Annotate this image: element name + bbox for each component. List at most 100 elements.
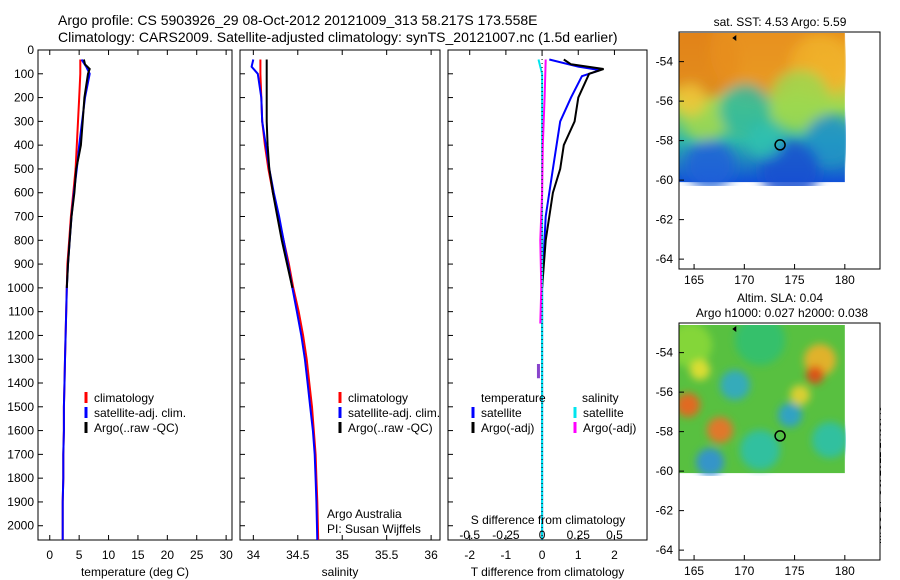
- profile-panel-3: -2 -1 0 1 2 T difference from climatology -0.5…: [447, 49, 648, 579]
- legend-label: Argo(-adj): [583, 421, 636, 435]
- sla-feature: [812, 422, 846, 458]
- x-axis-label: T difference from climatology: [471, 565, 625, 579]
- y-tick-label: 800: [14, 233, 34, 247]
- figure-title-line2: Climatology: CARS2009. Satellite-adjuste…: [58, 29, 618, 45]
- map-y-tick-label: -56: [656, 94, 674, 108]
- profile-panel-2: 34 34.5 35 35.5 36 salinity climatologysatelli…: [239, 49, 441, 579]
- plot-frame: [447, 49, 648, 541]
- map-x-tick-label: 180: [835, 564, 855, 578]
- map-y-tick-label: -60: [656, 464, 674, 478]
- map-tiny-marker: [732, 326, 737, 332]
- y-tick-label: 900: [14, 257, 34, 271]
- top-x-axis-label: S difference from climatology: [471, 513, 626, 527]
- y-tick-label: 1600: [7, 424, 34, 438]
- map-x-tick-label: 170: [734, 273, 754, 287]
- y-tick-label: 1400: [7, 376, 34, 390]
- y-tick-label: 2000: [7, 519, 34, 533]
- sla-feature: [790, 385, 810, 405]
- sst-feature: [805, 115, 846, 165]
- legend-label: satellite: [583, 406, 624, 420]
- map-frame-outline: [678, 322, 881, 561]
- y-tick-label: 600: [14, 186, 34, 200]
- series-line-argo-raw-qc-: [265, 59, 294, 289]
- x-tick-label: 0: [46, 548, 53, 562]
- x-tick-label: 2: [611, 548, 618, 562]
- plot-frame: [37, 49, 233, 541]
- sla-map-subtitle: Argo h1000: 0.027 h2000: 0.038: [696, 306, 868, 320]
- x-tick-label: 35: [336, 548, 350, 562]
- sla-feature: [707, 417, 733, 443]
- map-y-tick-label: -54: [656, 55, 674, 69]
- map-x-tick-label: 175: [785, 273, 805, 287]
- sla-feature: [720, 370, 750, 400]
- map-y-tick-label: -62: [656, 213, 674, 227]
- y-tick-label: 200: [14, 91, 34, 105]
- sst-feature: [679, 84, 706, 116]
- x-tick-label: -1: [501, 548, 512, 562]
- top-x-tick-label: 0.25: [567, 528, 591, 542]
- x-tick-label: 15: [131, 548, 145, 562]
- profile-panel-1: 0 5 10 15 20 25 300100200300400500600700800900…: [7, 43, 233, 579]
- figure-title-line1: Argo profile: CS 5903926_29 08-Oct-2012 …: [58, 12, 538, 28]
- x-tick-label: 20: [161, 548, 175, 562]
- legend-group-title: temperature: [481, 391, 546, 405]
- y-tick-label: 300: [14, 114, 34, 128]
- x-tick-label: 25: [190, 548, 204, 562]
- sla-feature: [696, 448, 724, 476]
- top-x-tick-label: -0.5: [459, 528, 480, 542]
- sst-feature: [719, 84, 771, 136]
- sla-feature: [735, 325, 785, 365]
- map-frame-outline: [678, 31, 881, 270]
- sla-feature: [679, 325, 712, 367]
- map-y-tick-label: -60: [656, 173, 674, 187]
- x-tick-label: 35.5: [375, 548, 399, 562]
- top-x-tick-label: 0: [539, 528, 546, 542]
- y-tick-label: 1700: [7, 447, 34, 461]
- legend-label: Argo(..raw -QC): [94, 421, 179, 435]
- map-panel-1: 165 170 175 180 -54 -56 -58 -60 -62 -64: [656, 31, 881, 287]
- map-x-tick-label: 165: [684, 564, 704, 578]
- map-y-tick-label: -56: [656, 385, 674, 399]
- map-y-tick-label: -58: [656, 134, 674, 148]
- x-tick-label: -2: [464, 548, 475, 562]
- legend-group-title: salinity: [582, 391, 619, 405]
- legend-label: Argo(..raw -QC): [348, 421, 433, 435]
- charts-layer: 0 5 10 15 20 25 300100200300400500600700800900…: [7, 15, 881, 579]
- x-tick-label: 34: [247, 548, 261, 562]
- y-tick-label: 1300: [7, 352, 34, 366]
- y-tick-label: 400: [14, 138, 34, 152]
- legend-label: Argo(-adj): [481, 421, 534, 435]
- map-tiny-marker: [732, 35, 737, 41]
- plot-frame: [239, 49, 441, 541]
- x-tick-label: 10: [102, 548, 116, 562]
- sst-feature: [770, 70, 830, 130]
- series-line-salinity-argo-adj-: [539, 59, 547, 324]
- sst-feature: [747, 122, 783, 158]
- top-x-tick-label: -0.25: [492, 528, 520, 542]
- map-y-tick-label: -58: [656, 425, 674, 439]
- map-y-tick-label: -64: [656, 543, 674, 557]
- y-tick-label: 700: [14, 210, 34, 224]
- y-tick-label: 1800: [7, 471, 34, 485]
- sst-feature: [685, 140, 735, 186]
- x-tick-label: 5: [76, 548, 83, 562]
- annotation-text: PI: Susan Wijffels: [327, 522, 421, 536]
- map-y-tick-label: -62: [656, 504, 674, 518]
- map-x-tick-label: 180: [835, 273, 855, 287]
- map-x-tick-label: 165: [684, 273, 704, 287]
- top-x-tick-label: 0.5: [606, 528, 623, 542]
- series-line-temperature-argo-adj-: [541, 58, 604, 288]
- y-tick-label: 1900: [7, 495, 34, 509]
- legend-label: satellite-adj. clim.: [94, 406, 186, 420]
- map-panel-2: 165 170 175 180 -54 -56 -58 -60 -62 -64: [656, 322, 881, 578]
- x-tick-label: 0: [539, 548, 546, 562]
- sla-feature: [778, 403, 802, 427]
- sla-map-title: Altim. SLA: 0.04: [737, 291, 823, 305]
- y-tick-label: 100: [14, 67, 34, 81]
- legend-label: climatology: [94, 391, 154, 405]
- sla-features: [679, 325, 846, 476]
- y-tick-label: 1000: [7, 281, 34, 295]
- legend-label: satellite-adj. clim.: [348, 406, 440, 420]
- x-axis-label: salinity: [322, 565, 359, 579]
